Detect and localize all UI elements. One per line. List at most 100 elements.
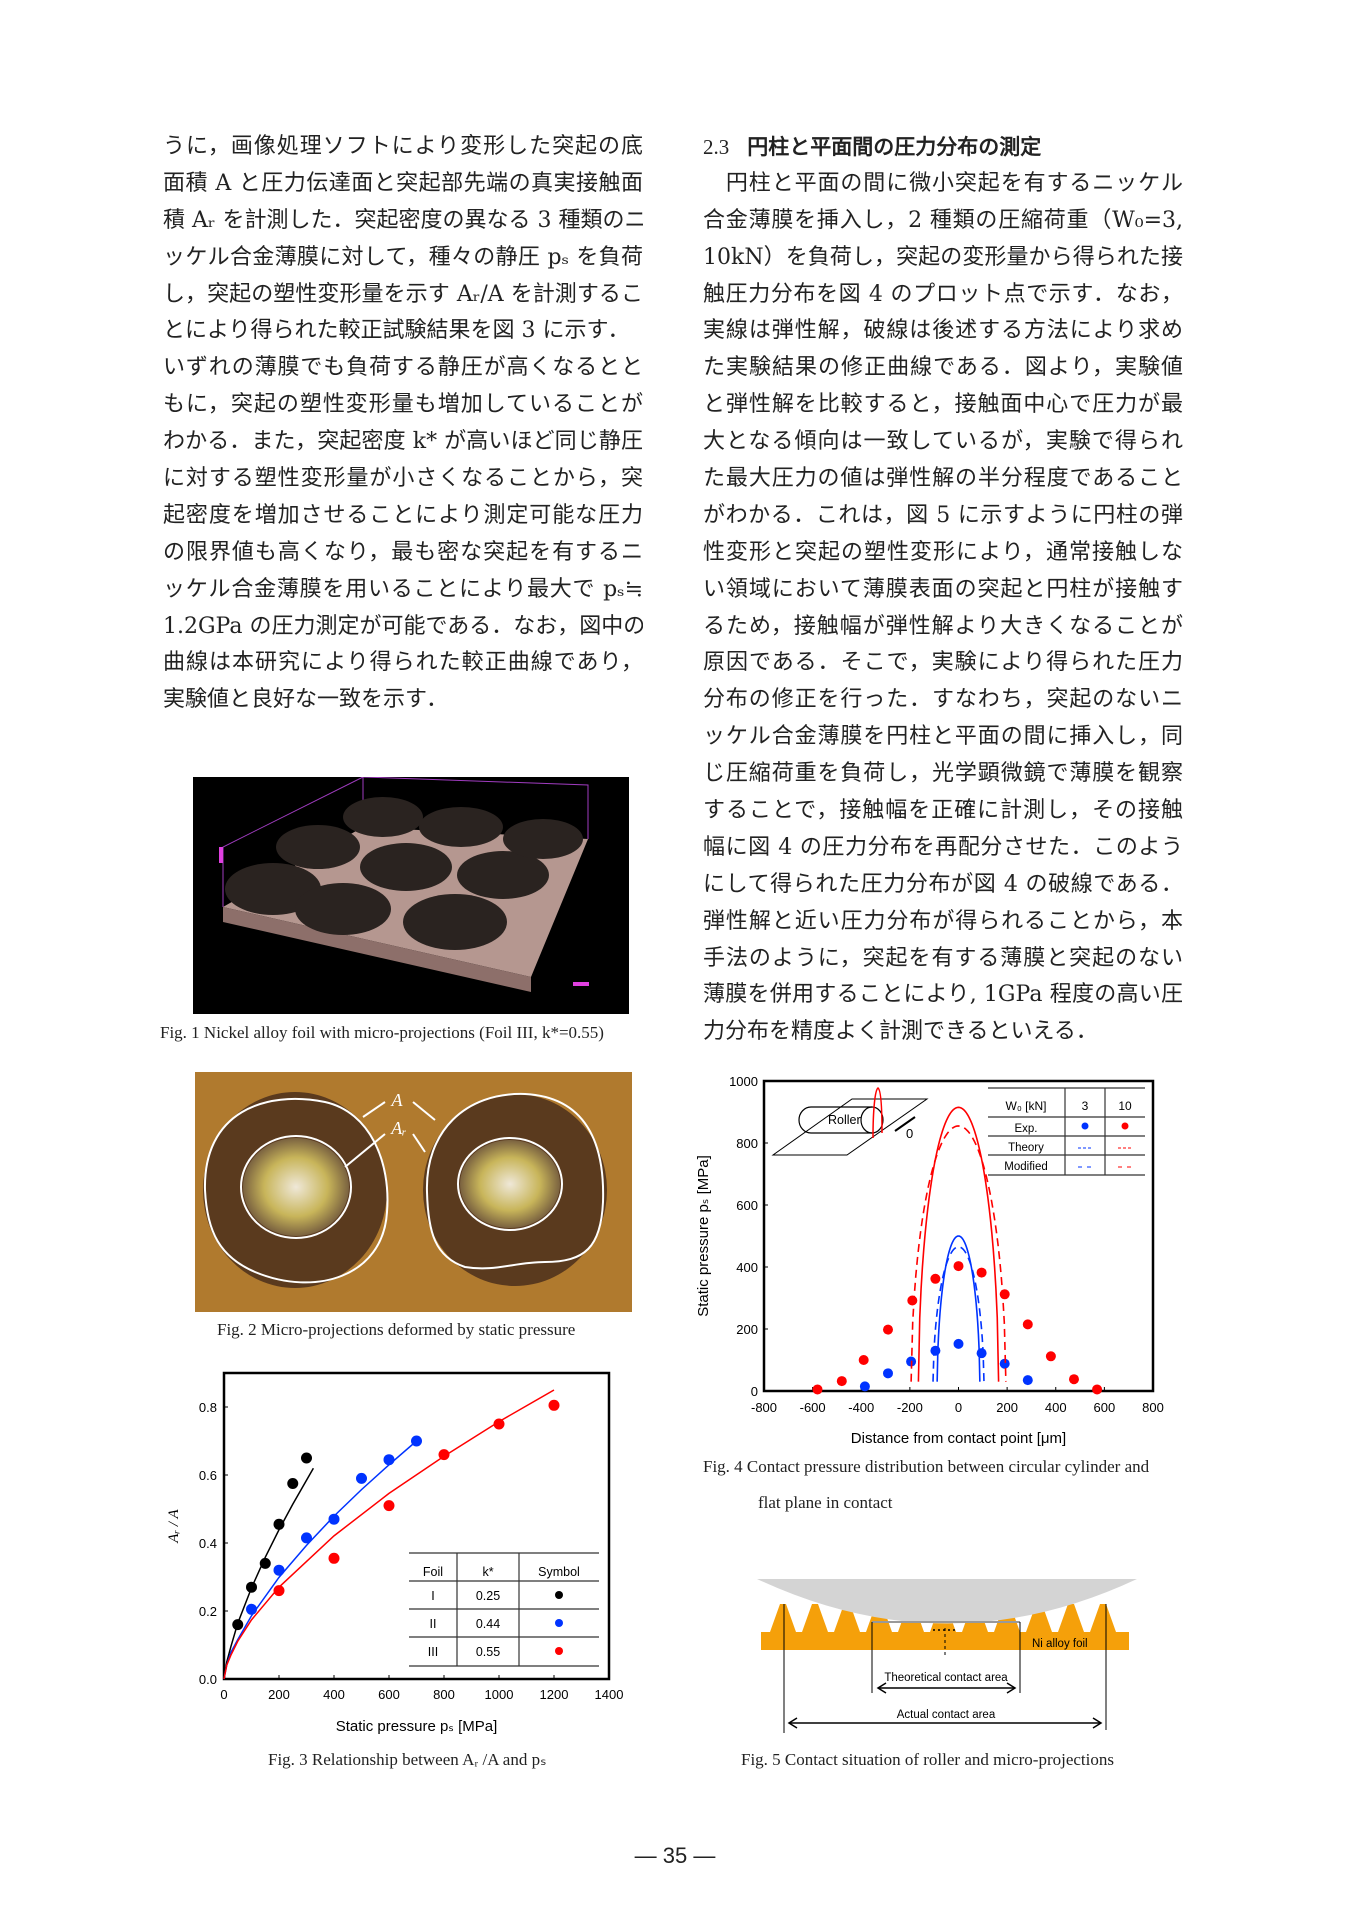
data-point-foil-I: [246, 1581, 257, 1593]
ni-alloy-foil: [761, 1604, 1129, 1650]
text-line: 実験値と良好な一致を示す．: [163, 687, 449, 713]
text-line: 合金薄膜を挿入し，2 種類の圧縮荷重（W₀=3,: [703, 207, 1183, 233]
theoretical-arrowheads: [876, 1682, 1017, 1694]
y-tick-label: 0.6: [199, 1468, 217, 1483]
text-line: 実線は弾性解，破線は後述する方法により求め: [703, 318, 1183, 344]
text-line: ッケル合金薄膜を用いることにより最大で pₛ≒: [163, 576, 643, 602]
y-tick-label: 1000: [729, 1074, 758, 1089]
left-text-column: うに，画像処理ソフトにより変形した突起の底 面積 A と圧力伝達面と突起部先端の真…: [163, 129, 643, 719]
inset-axis-arrow: [894, 1116, 916, 1132]
data-point-foil-II: [301, 1532, 312, 1544]
fig2-caption: Fig. 2 Micro-projections deformed by sta…: [217, 1320, 576, 1339]
x-tick-label: 600: [378, 1687, 400, 1702]
right-text-column: 2.3 円柱と平面間の圧力分布の測定 円柱と平面の間に微小突起を有するニッケル 合金…: [703, 129, 1183, 1051]
text-line: することで，接触幅を正確に計測し，その接触: [703, 798, 1183, 824]
exp-point-3kN: [930, 1345, 941, 1356]
y-tick-label: 0: [751, 1384, 758, 1399]
exp-point-3kN: [953, 1338, 964, 1349]
text-line: 積 Aᵣ を計測した．突起密度の異なる 3 種類のニ: [163, 207, 643, 233]
exp-point-10kN: [953, 1261, 964, 1272]
text-line: わかる．また，突起密度 k* が高いほど同じ静圧: [163, 429, 643, 455]
fig1-caption: Fig. 1 Nickel alloy foil with micro-proj…: [160, 1023, 604, 1042]
y-tick-label: 0.0: [199, 1672, 217, 1687]
text-line: と弾性解を比較すると，接触面中心で圧力が最: [703, 392, 1183, 418]
y-tick-label: 800: [736, 1136, 758, 1151]
exp-point-3kN: [999, 1358, 1010, 1369]
exp-point-10kN: [907, 1295, 918, 1306]
fig3-caption: Fig. 3 Relationship between Aᵣ /A and pₛ: [268, 1750, 547, 1769]
text-line: 曲線は本研究により得られた較正曲線であり，: [163, 650, 643, 676]
data-point-foil-III: [383, 1500, 395, 1512]
text-line: 手法のように，突起を有する薄膜と突起のない: [703, 945, 1183, 971]
actual-arrowheads: [787, 1717, 1103, 1729]
text-line: にして得られた圧力分布が図 4 の破線である．: [703, 871, 1183, 897]
fig2-image: A Aᵣ: [195, 1072, 632, 1312]
inset-roller-label: Roller: [828, 1113, 861, 1127]
data-point-foil-I: [287, 1478, 299, 1489]
fig5-diagram: Ni alloy foil Theoretical contact area Act…: [757, 1579, 1137, 1733]
exp-point-3kN: [859, 1381, 870, 1392]
text-line: もに，突起の塑性変形量も増加していることが: [163, 392, 643, 418]
legend-exp-10: [1121, 1122, 1129, 1130]
exp-point-10kN: [836, 1376, 847, 1387]
data-point-foil-II: [273, 1564, 285, 1576]
legend-symbol: [555, 1619, 563, 1627]
fig4-caption-line2: flat plane in contact: [758, 1493, 893, 1512]
text-line: い領域において薄膜表面の突起と円柱が接触す: [703, 576, 1183, 602]
calibration-curve-I: [223, 1467, 315, 1680]
legend-k: 0.25: [476, 1589, 500, 1603]
data-point-foil-III: [438, 1449, 450, 1461]
data-point-foil-III: [493, 1418, 505, 1430]
text-line: の限界値も高くなり，最も密な突起を有するニ: [163, 539, 643, 565]
x-tick-label: 200: [996, 1400, 1018, 1415]
text-line: るため，接触幅が弾性解より大きくなることが: [703, 613, 1183, 639]
legend-header: k*: [482, 1565, 493, 1579]
text-line: し，突起の塑性変形量を示す Aᵣ/A を計測するこ: [163, 281, 643, 307]
x-axis-label: Distance from contact point [μm]: [851, 1430, 1066, 1447]
x-tick-label: 200: [268, 1687, 290, 1702]
text-line: じ圧縮荷重を負荷し，光学顕微鏡で薄膜を観察: [703, 761, 1183, 787]
legend-row-label: Exp.: [1014, 1123, 1037, 1135]
x-tick-label: 600: [1094, 1400, 1116, 1415]
foil-label: Ni alloy foil: [1032, 1638, 1088, 1650]
modified-curve-10kN: [910, 1125, 1007, 1382]
text-line: ッケル合金薄膜に対して，種々の静圧 pₛ を負荷: [163, 244, 643, 270]
x-tick-label: 800: [1142, 1400, 1164, 1415]
modified-curve-3kN: [932, 1246, 985, 1382]
text-line: 円柱と平面の間に微小突起を有するニッケル: [703, 170, 1183, 196]
text-line: 起密度を増加させることにより測定可能な圧力: [163, 502, 643, 528]
exp-point-10kN: [858, 1355, 869, 1365]
inset-roller-end: [860, 1106, 884, 1134]
text-line: に対する塑性変形量が小さくなることから，突: [163, 466, 643, 492]
exp-point-10kN: [1068, 1374, 1079, 1385]
x-axis-label: Static pressure pₛ [MPa]: [336, 1718, 498, 1735]
exp-point-3kN: [1022, 1375, 1033, 1386]
y-tick-label: 0.2: [199, 1604, 217, 1619]
calibration-curve-III: [223, 1389, 555, 1680]
legend-header: Symbol: [538, 1565, 580, 1579]
exp-point-10kN: [1045, 1351, 1056, 1362]
fig3-chart: 0 200 400 600 800 1000 1200 1400 0.0 0.2 0.4 0.6 0.8…: [166, 1371, 623, 1735]
y-tick-label: 200: [736, 1322, 758, 1337]
text-line: 分布の修正を行った．すなわち，突起のないニ: [703, 687, 1183, 713]
page-number: — 35 —: [634, 1843, 716, 1868]
x-tick-label: 0: [955, 1400, 962, 1415]
data-point-foil-III: [328, 1552, 340, 1564]
exp-point-10kN: [1092, 1384, 1103, 1395]
text-line: た最大圧力の値は弾性解の半分程度であること: [703, 466, 1183, 492]
inset-plane: [771, 1098, 929, 1156]
legend-k: 0.55: [476, 1645, 500, 1659]
data-point-foil-II: [246, 1603, 257, 1615]
exp-point-10kN: [930, 1273, 941, 1284]
inset-axis-label: 0: [906, 1126, 913, 1141]
legend-foil: III: [428, 1645, 438, 1659]
label-Ar: Aᵣ: [390, 1118, 406, 1138]
legend-row-label: Modified: [1004, 1161, 1047, 1173]
calibration-curve-II: [223, 1440, 417, 1680]
exp-point-10kN: [882, 1324, 893, 1335]
inset-pressure-curve: [872, 1087, 883, 1139]
x-tick-label: -600: [800, 1400, 826, 1415]
x-tick-label: 0: [220, 1687, 227, 1702]
x-tick-label: 1200: [540, 1687, 569, 1702]
